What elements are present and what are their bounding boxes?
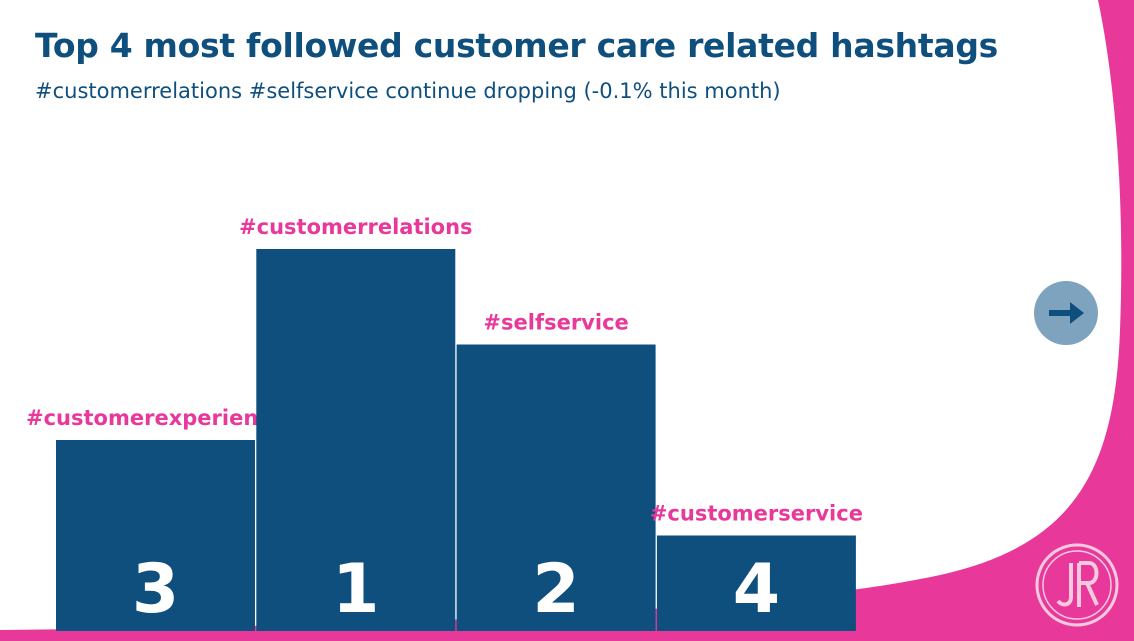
bar-3 bbox=[456, 344, 656, 631]
jr-logo-icon bbox=[1035, 543, 1119, 627]
hashtag-label: #customerservice bbox=[650, 502, 863, 526]
arrow-right-icon bbox=[1049, 302, 1084, 324]
page-title: Top 4 most followed customer care relate… bbox=[35, 26, 998, 65]
page-subtitle: #customerrelations #selfservice continue… bbox=[35, 79, 781, 103]
next-button[interactable] bbox=[1034, 281, 1098, 345]
bar-1 bbox=[56, 440, 255, 631]
bar-4 bbox=[656, 535, 856, 631]
hashtag-label: #customerrelations bbox=[239, 215, 473, 239]
bar-rank-label: 4 bbox=[733, 550, 780, 629]
bar-rank-label: 1 bbox=[332, 550, 379, 629]
bar-rank-label: 3 bbox=[132, 550, 179, 629]
bar-2 bbox=[256, 249, 456, 631]
hashtag-label: #selfservice bbox=[483, 311, 628, 335]
hashtag-label: #customerexperience bbox=[26, 406, 285, 430]
bar-rank-label: 2 bbox=[532, 550, 579, 629]
